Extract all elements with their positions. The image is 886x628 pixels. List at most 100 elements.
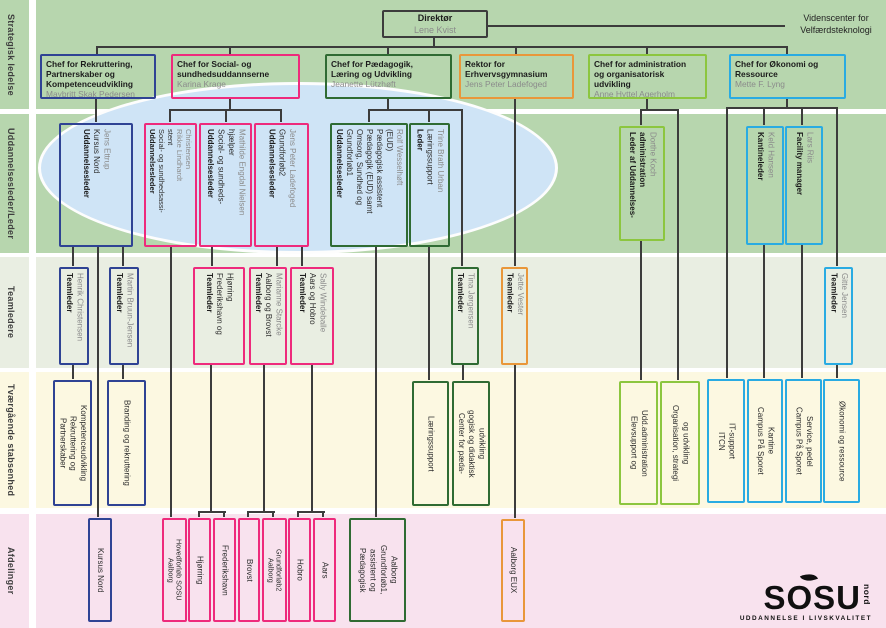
chef-rekruttering-box: Chef for Rekruttering, Partnerskaber og Ko… bbox=[40, 54, 156, 99]
afd-brovst-unit: Brovst bbox=[245, 558, 255, 582]
stab-partnerskaber-unit: Rekruttering og bbox=[68, 415, 78, 471]
connector-line bbox=[646, 46, 648, 54]
afd-aars-box: Aars bbox=[313, 518, 336, 622]
connector-line bbox=[387, 98, 389, 110]
facility-manager-box: Facility manager Lars Riis bbox=[785, 126, 823, 245]
connector-line bbox=[210, 364, 212, 511]
afd-kursus-nord-box: Kursus Nord bbox=[88, 518, 112, 622]
afd-paedagogisk-assistent-unit: Pædagogisk bbox=[358, 547, 368, 593]
connector-line bbox=[198, 511, 226, 513]
chef-paedagogik-title-line: Chef for Pædagogik, bbox=[331, 59, 413, 69]
tl-tina-jorgensen-title: Teamleder bbox=[455, 273, 465, 313]
connector-line bbox=[297, 511, 325, 513]
connector-line bbox=[514, 364, 516, 518]
ul-grundforlob1-eud-unit: Pædagogisk assistent bbox=[375, 129, 384, 208]
ul-grundforlob2-box: Uddannelsesleder Grundforløb2 Jens Peter L… bbox=[254, 123, 309, 247]
chef-administration-title-line: Chef for administration bbox=[594, 59, 687, 69]
connector-line bbox=[801, 107, 803, 125]
tl-aalborg-brovst-box: Teamleder Aalborg og Brovst Marianne Starc… bbox=[249, 267, 287, 365]
ul-grundforlob1-eud-unit: Pædagogik (EUD) samt bbox=[365, 129, 374, 214]
afd-aars-unit: Aars bbox=[320, 561, 330, 579]
stab-branding-box: Branding og rekruttering bbox=[107, 380, 146, 506]
ul-grundforlob1-eud-box: Uddannelsesleder Grundforløb1 Omsorg, Sund… bbox=[330, 123, 408, 247]
stab-branding-unit: Branding og rekruttering bbox=[122, 400, 132, 486]
ul-grundforlob1-eud-unit: Grundforløb1 bbox=[345, 129, 354, 177]
afd-aalborg-eux-box: Aalborg EUX bbox=[501, 519, 525, 622]
connector-line bbox=[311, 364, 313, 511]
ul-grundforlob2-person: Jens Peter Ladefoged bbox=[288, 129, 298, 208]
tl-aars-hobro-title: Teamleder bbox=[297, 273, 307, 313]
connector-line bbox=[763, 107, 765, 125]
connector-line bbox=[272, 511, 274, 517]
tl-tina-jorgensen-box: Teamleder Tina Jørgensen bbox=[451, 267, 479, 365]
chef-administration-title-line: og organisatorisk bbox=[594, 69, 665, 80]
videnscenter-line1: Videnscenter for bbox=[803, 13, 869, 23]
chef-okonomi-name: Mette F. Lyng bbox=[735, 79, 785, 90]
leder-udd-administration-box: Leder af Uddannelses-administration Dorth… bbox=[619, 126, 665, 241]
leder-laeringssupport-unit: Læringssupport bbox=[425, 129, 435, 185]
kantineleder-person: Keld Hansen bbox=[766, 132, 776, 178]
videnscenter-label: Videnscenter for Velfærdsteknologi bbox=[788, 13, 884, 36]
connector-line bbox=[322, 511, 324, 517]
tl-martin-bruun-jensen-box: Teamleder Martin Bruun-Jensen bbox=[109, 267, 139, 365]
connector-line bbox=[368, 109, 463, 111]
ul-grundforlob1-eud-title: Uddannelsesleder bbox=[335, 129, 344, 198]
chef-paedagogik-name: Jeanette Lützhøft bbox=[331, 79, 396, 90]
band-tvaergaaende-stabsenhed: Tværgående stabsenhed bbox=[0, 372, 886, 508]
connector-line bbox=[487, 25, 785, 27]
afd-aalborg-hovedforlob-box: Aalborg Hovedforløb SOSU bbox=[162, 518, 187, 622]
ul-sosu-assistent-unit: stent bbox=[166, 129, 175, 146]
afd-hjorring-unit: Hjørring bbox=[195, 555, 205, 585]
stab-campus-kantine-box: Campus På Sporet Kantine bbox=[747, 379, 783, 503]
connector-line bbox=[301, 246, 303, 266]
rektor-erhvervsgymnasium-title-line: Erhvervsgymnasium bbox=[465, 69, 548, 80]
connector-line bbox=[461, 109, 463, 266]
highlight-ellipse bbox=[38, 82, 558, 254]
tl-jette-vester-box: Teamleder Jette Vester bbox=[501, 267, 528, 365]
chef-rekruttering-name: Maybritt Skak Pedersen bbox=[46, 89, 135, 99]
afd-aalborg-grundforlob2-box: Aalborg Grundforløb2 bbox=[262, 518, 287, 622]
chef-social-sundhed-title-line: sundhedsuddannserne bbox=[177, 69, 270, 80]
connector-line bbox=[836, 364, 838, 378]
chef-social-sundhed-box: Chef for Social- og sundhedsuddannserne Ka… bbox=[171, 54, 300, 99]
connector-line bbox=[763, 244, 765, 378]
tl-henrik-christensen-title: Teamleder bbox=[64, 273, 74, 313]
stab-campus-service-box: Campus På Sporet Service, pedel bbox=[785, 379, 822, 503]
tl-frederikshavn-hjorring-unit: Hjørring bbox=[225, 273, 235, 302]
stab-partnerskaber-box: Partnerskaber Rekruttering og Kompetenceud… bbox=[53, 380, 92, 506]
connector-line bbox=[428, 109, 430, 122]
tl-gitte-jensen-person: Gitte Jensen bbox=[839, 273, 849, 318]
connector-line bbox=[801, 244, 803, 378]
connector-line bbox=[786, 46, 788, 54]
afd-paedagogisk-assistent-unit: assistent og bbox=[368, 548, 378, 592]
connector-line bbox=[387, 46, 389, 54]
videnscenter-line2: Velfærdsteknologi bbox=[800, 24, 872, 35]
chef-paedagogik-title-line: Læring og Udvikling bbox=[331, 69, 412, 80]
connector-line bbox=[726, 107, 728, 378]
band-teamledere: Teamledere bbox=[0, 257, 886, 368]
ul-grundforlob1-eud-person: Rolf Wesselhøft bbox=[395, 129, 404, 186]
ul-sosu-hjaelper-person: Mathilde Engdal Nielsen bbox=[237, 129, 247, 216]
ul-grundforlob2-unit: Grundforløb2 bbox=[277, 129, 287, 177]
facility-manager-title: Facility manager bbox=[794, 132, 804, 196]
ul-sosu-hjaelper-title: Uddannelsesleder bbox=[206, 129, 216, 198]
afd-brovst-box: Brovst bbox=[238, 518, 260, 622]
connector-line bbox=[97, 246, 99, 517]
tl-frederikshavn-hjorring-title: Teamleder bbox=[204, 273, 214, 313]
kantineleder-box: Kantineleder Keld Hansen bbox=[746, 126, 784, 245]
connector-line bbox=[280, 109, 282, 122]
leder-udd-administration-title: administration bbox=[638, 132, 648, 188]
connector-line bbox=[276, 246, 278, 266]
stab-elevsupport-unit: Elevsupport og bbox=[629, 416, 639, 470]
connector-line bbox=[375, 246, 377, 517]
tl-gitte-jensen-title: Teamleder bbox=[829, 273, 839, 313]
connector-line bbox=[122, 246, 124, 266]
connector-line bbox=[462, 364, 464, 380]
afd-frederikshavn-box: Frederikshavn bbox=[213, 518, 236, 622]
ul-sosu-assistent-person: Christensen bbox=[184, 129, 193, 170]
connector-line bbox=[368, 109, 370, 122]
connector-line bbox=[515, 46, 517, 54]
ul-sosu-assistent-unit: Social- og sundhedsassi- bbox=[157, 129, 166, 213]
stab-campus-service-unit: Service, pedel bbox=[804, 415, 814, 467]
stab-itcn-unit: IT-support bbox=[727, 422, 737, 459]
